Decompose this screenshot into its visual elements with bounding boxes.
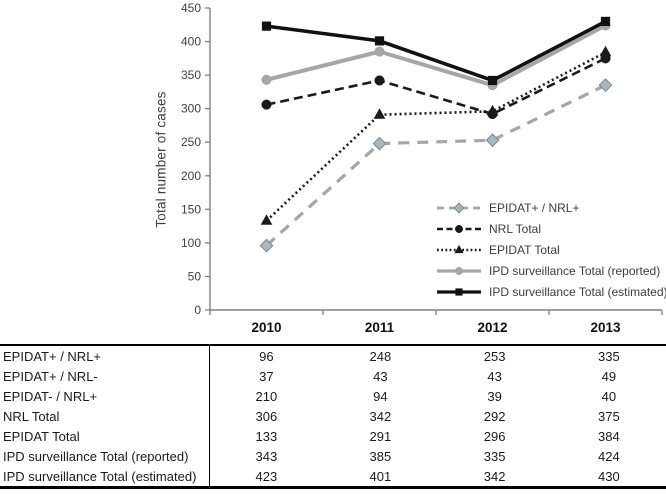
row-label: EPIDAT Total [0, 426, 210, 446]
table-cell: 335 [598, 348, 620, 364]
table-row: EPIDAT Total 133 291 296 384 [0, 426, 666, 446]
table-row: IPD surveillance Total (reported) 343 385 3… [0, 446, 666, 466]
legend-label: IPD surveillance Total (reported) [489, 263, 661, 278]
y-tick-label: 300 [181, 102, 201, 116]
legend-swatch-circle-icon [437, 266, 481, 275]
y-tick-label: 100 [181, 236, 201, 250]
table-cell: 430 [598, 468, 620, 484]
table-row: EPIDAT- / NRL+ 210 94 39 40 [0, 386, 666, 406]
legend-item: EPIDAT Total [436, 239, 666, 260]
table-cell: 43 [487, 368, 502, 384]
row-label: IPD surveillance Total (estimated) [0, 466, 210, 488]
table-cell: 39 [487, 388, 502, 404]
line-chart: 0 50 100 150 200 250 300 350 400 450 2010 2011 2012 2… [181, 1, 663, 335]
row-label: EPIDAT- / NRL+ [0, 386, 210, 406]
y-tick-label: 200 [181, 169, 201, 183]
x-category-label: 2010 [251, 320, 281, 335]
table-cell: 133 [255, 428, 278, 444]
legend-item: IPD surveillance Total (estimated) [436, 281, 666, 302]
x-category-label: 2011 [365, 320, 395, 335]
data-table-section: EPIDAT+ / NRL+ 96 248 253 335 EPIDAT+ / NRL- 3… [0, 344, 666, 489]
y-tick-label: 250 [181, 135, 201, 149]
table-cell: 343 [255, 448, 278, 464]
table-cell: 335 [483, 448, 506, 464]
table-cell: 210 [255, 388, 278, 404]
series-1 [259, 78, 613, 253]
table-row: EPIDAT+ / NRL+ 96 248 253 335 [0, 345, 666, 366]
legend-swatch-circle-icon [437, 224, 481, 233]
table-cell: 342 [483, 468, 506, 484]
table-cell: 248 [369, 348, 392, 364]
table-cell: 296 [483, 428, 506, 444]
series-5 [261, 16, 611, 86]
y-tick-label: 0 [194, 303, 201, 317]
x-category-label: 2012 [477, 320, 507, 335]
legend-swatch-triangle-icon [437, 244, 481, 253]
table-cell: 424 [598, 448, 620, 464]
legend-item: IPD surveillance Total (reported) [436, 260, 666, 281]
table-cell: 49 [601, 368, 617, 384]
table-cell: 253 [483, 348, 506, 364]
table-cell: 291 [369, 428, 392, 444]
table-cell: 37 [259, 368, 274, 384]
chart-legend: EPIDAT+ / NRL+ NRL Total EPIDAT Total IPD s… [436, 197, 666, 302]
legend-swatch-square-icon [437, 287, 481, 296]
table-row: EPIDAT+ / NRL- 37 43 43 49 [0, 366, 666, 386]
series-3 [260, 45, 612, 225]
series-2 [261, 53, 611, 120]
y-tick-label: 450 [181, 1, 201, 15]
table-cell: 292 [483, 408, 506, 424]
row-label: IPD surveillance Total (reported) [0, 446, 210, 466]
table-cell: 375 [598, 408, 620, 424]
legend-swatch-diamond-icon [437, 201, 481, 214]
legend-item: EPIDAT+ / NRL+ [436, 197, 666, 218]
legend-label: EPIDAT+ / NRL+ [489, 200, 580, 215]
table-cell: 401 [369, 468, 392, 484]
y-axis-title: Total number of cases [153, 91, 169, 228]
y-tick-label: 150 [181, 202, 201, 216]
chart-panel: 0 50 100 150 200 250 300 350 400 450 2010 2011 2012 2… [153, 1, 666, 335]
y-tick-label: 400 [181, 35, 201, 49]
y-tick-label: 350 [181, 68, 201, 82]
row-label: EPIDAT+ / NRL+ [0, 345, 210, 366]
table-cell: 96 [259, 348, 274, 364]
legend-label: EPIDAT Total [489, 242, 560, 257]
y-tick-label: 50 [188, 269, 202, 283]
data-table: EPIDAT+ / NRL+ 96 248 253 335 EPIDAT+ / NRL- 3… [0, 344, 666, 489]
legend-item: NRL Total [436, 218, 666, 239]
table-cell: 385 [369, 448, 392, 464]
table-row: NRL Total 306 342 292 375 [0, 406, 666, 426]
table-cell: 384 [598, 428, 620, 444]
x-category-label: 2013 [590, 320, 621, 335]
table-cell: 342 [369, 408, 392, 424]
legend-label: IPD surveillance Total (estimated) [489, 284, 666, 299]
table-cell: 306 [255, 408, 278, 424]
row-label: EPIDAT+ / NRL- [0, 366, 210, 386]
table-cell: 40 [601, 388, 617, 404]
table-cell: 94 [373, 388, 388, 404]
legend-label: NRL Total [489, 221, 542, 236]
table-row: IPD surveillance Total (estimated) 423 401… [0, 466, 666, 488]
table-cell: 43 [373, 368, 388, 384]
table-cell: 423 [255, 468, 278, 484]
row-label: NRL Total [0, 406, 210, 426]
